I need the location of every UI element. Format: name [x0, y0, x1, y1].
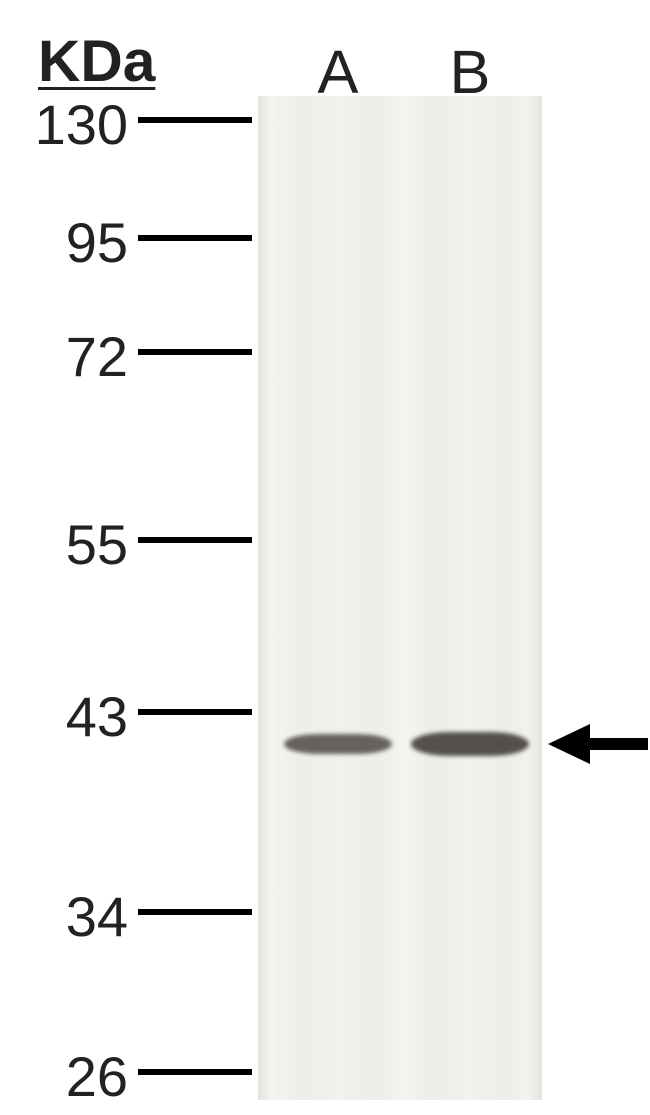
marker-tick-55	[138, 537, 252, 543]
marker-tick-72	[138, 349, 252, 355]
lane-label-a: A	[308, 36, 368, 107]
marker-tick-95	[138, 235, 252, 241]
arrow-head-icon	[548, 724, 590, 764]
marker-label-95: 95	[8, 210, 128, 275]
marker-tick-130	[138, 117, 252, 123]
marker-tick-43	[138, 709, 252, 715]
marker-label-34: 34	[8, 884, 128, 949]
marker-label-72: 72	[8, 324, 128, 389]
western-blot-figure: KDa 130957255433426AB	[0, 0, 650, 1115]
marker-label-130: 130	[8, 92, 128, 157]
marker-label-55: 55	[8, 512, 128, 577]
marker-label-43: 43	[8, 684, 128, 749]
marker-tick-34	[138, 909, 252, 915]
marker-tick-26	[138, 1069, 252, 1075]
arrow-shaft	[586, 738, 648, 750]
lane-label-b: B	[440, 36, 500, 107]
marker-label-26: 26	[8, 1044, 128, 1109]
